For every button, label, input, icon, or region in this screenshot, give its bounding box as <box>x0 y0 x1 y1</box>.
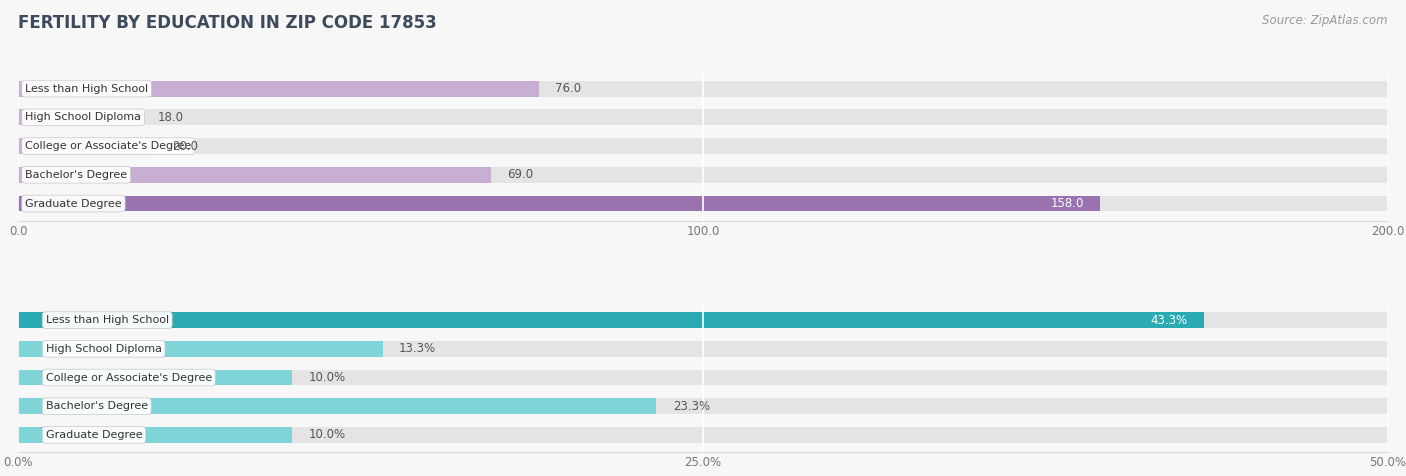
Bar <box>18 138 1388 154</box>
Text: High School Diploma: High School Diploma <box>25 112 141 122</box>
Bar <box>18 81 538 97</box>
Text: 13.3%: 13.3% <box>399 342 436 355</box>
Bar <box>18 167 1388 183</box>
Text: 10.0%: 10.0% <box>308 428 346 441</box>
Bar <box>18 398 657 414</box>
Text: 23.3%: 23.3% <box>673 400 710 413</box>
Bar <box>18 312 1388 328</box>
Text: Bachelor's Degree: Bachelor's Degree <box>45 401 148 411</box>
Text: College or Associate's Degree: College or Associate's Degree <box>45 373 212 383</box>
Text: 43.3%: 43.3% <box>1150 314 1188 327</box>
Text: Graduate Degree: Graduate Degree <box>45 430 142 440</box>
Text: Less than High School: Less than High School <box>45 315 169 325</box>
Text: FERTILITY BY EDUCATION IN ZIP CODE 17853: FERTILITY BY EDUCATION IN ZIP CODE 17853 <box>18 14 437 32</box>
Text: Bachelor's Degree: Bachelor's Degree <box>25 170 128 180</box>
Text: 69.0: 69.0 <box>508 169 533 181</box>
Bar <box>18 427 1388 443</box>
Text: 158.0: 158.0 <box>1050 197 1084 210</box>
Text: 76.0: 76.0 <box>555 82 581 95</box>
Bar <box>18 167 491 183</box>
Text: 18.0: 18.0 <box>157 111 184 124</box>
Text: Graduate Degree: Graduate Degree <box>25 198 122 208</box>
Text: College or Associate's Degree: College or Associate's Degree <box>25 141 191 151</box>
Bar <box>18 341 382 357</box>
Bar <box>18 196 1388 211</box>
Bar <box>18 81 1388 97</box>
Bar <box>18 341 1388 357</box>
Bar <box>18 109 1388 125</box>
Bar <box>18 398 1388 414</box>
Text: 10.0%: 10.0% <box>308 371 346 384</box>
Text: High School Diploma: High School Diploma <box>45 344 162 354</box>
Bar <box>18 370 1388 386</box>
Text: 20.0: 20.0 <box>172 139 198 153</box>
Bar <box>18 312 1204 328</box>
Bar <box>18 427 292 443</box>
Text: Less than High School: Less than High School <box>25 84 148 94</box>
Bar <box>18 138 155 154</box>
Bar <box>18 370 292 386</box>
Bar <box>18 196 1099 211</box>
Bar <box>18 109 142 125</box>
Text: Source: ZipAtlas.com: Source: ZipAtlas.com <box>1263 14 1388 27</box>
